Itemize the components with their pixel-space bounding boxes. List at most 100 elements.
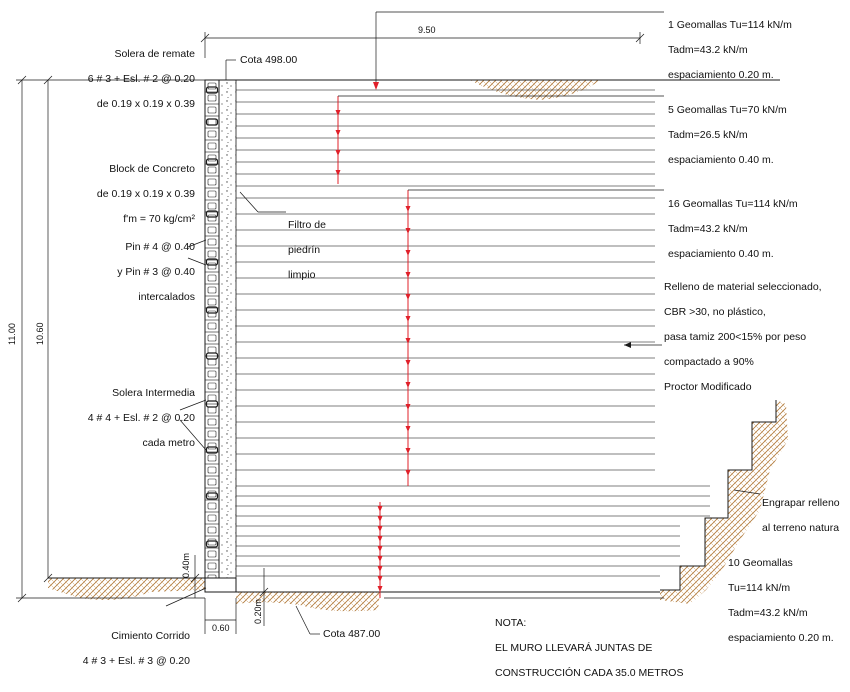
geo1-label: 1 Geomallas Tu=114 kN/m Tadm=43.2 kN/m e…: [668, 6, 792, 94]
solera-intermedia-line2: 4 # 4 + Esl. # 2 @ 0.20: [87, 411, 195, 424]
cimiento-line1: Cimiento Corrido: [111, 629, 190, 642]
block-core: [207, 442, 217, 450]
spacing-arrow-head: [405, 250, 411, 256]
solera-remate-line1: Solera de remate: [114, 47, 195, 60]
bond-beam: [205, 492, 219, 500]
relleno-line1: Relleno de material seleccionado,: [664, 280, 822, 293]
spacing-arrow-head: [377, 586, 383, 592]
geo5-label: 5 Geomallas Tu=70 kN/m Tadm=26.5 kN/m es…: [668, 91, 787, 179]
bond-beam: [205, 86, 219, 94]
block-core: [207, 190, 217, 198]
block-core: [207, 154, 217, 162]
pins-line1: Pin # 4 @ 0.40: [125, 240, 195, 253]
spacing-arrow-head: [405, 470, 411, 476]
block-core: [207, 310, 217, 318]
dim-embed-text: 0.40m: [181, 552, 191, 578]
solera-intermedia-line1: Solera Intermedia: [112, 386, 195, 399]
pins-line3: intercalados: [138, 290, 195, 303]
relleno-label: Relleno de material seleccionado, CBR >3…: [664, 268, 822, 406]
bond-beam: [205, 118, 219, 126]
spacing-arrow-head: [377, 566, 383, 572]
dim-footing-width-text: 0.60: [212, 623, 230, 633]
block-core: [207, 538, 217, 546]
engrapar-line1: Engrapar relleno: [762, 496, 840, 509]
spacing-arrow-head: [335, 150, 341, 156]
spacing-arrow-head: [405, 382, 411, 388]
spacing-arrows: [335, 96, 411, 598]
spacing-arrow-head: [377, 526, 383, 532]
soil-right-hatch: [660, 400, 788, 604]
spacing-arrow-head: [377, 506, 383, 512]
solera-remate-line2: 6 # 3 + Esl. # 2 @ 0.20: [87, 72, 195, 85]
block-core: [207, 334, 217, 342]
block-core: [207, 274, 217, 282]
block-core: [207, 418, 217, 426]
geo5-line2: Tadm=26.5 kN/m: [668, 128, 748, 141]
solera-remate-line3: de 0.19 x 0.19 x 0.39: [96, 97, 195, 110]
block-core: [207, 94, 217, 102]
block-core: [207, 322, 217, 330]
spacing-arrow-head: [405, 316, 411, 322]
spacing-arrow-head: [377, 546, 383, 552]
block-core: [207, 478, 217, 486]
bond-beam: [205, 400, 219, 408]
soil-left-hatch: [48, 578, 205, 600]
spacing-arrow-head: [335, 170, 341, 176]
nota-line3: CONSTRUCCIÓN CADA 35.0 METROS: [495, 666, 684, 679]
block-core: [207, 130, 217, 138]
bond-beam: [205, 210, 219, 218]
nota-line1: NOTA:: [495, 616, 527, 629]
relleno-line5: Proctor Modificado: [664, 380, 752, 393]
block-core: [207, 430, 217, 438]
gravel-filter: [218, 79, 237, 593]
filtro-line2: piedrín: [288, 243, 321, 256]
engrapar-label: Engrapar relleno al terreno natura: [762, 484, 840, 547]
bond-beam: [205, 306, 219, 314]
spacing-arrow-head: [377, 536, 383, 542]
spacing-arrow-head: [335, 130, 341, 136]
geo16-line2: Tadm=43.2 kN/m: [668, 222, 748, 235]
spacing-arrow-head: [377, 516, 383, 522]
relleno-line2: CBR >30, no plástico,: [664, 305, 766, 318]
block-core: [207, 514, 217, 522]
block-core: [207, 226, 217, 234]
bond-beam: [205, 352, 219, 360]
filtro-line1: Filtro de: [288, 218, 326, 231]
spacing-arrow-head: [377, 556, 383, 562]
block-core: [207, 238, 217, 246]
geo5-line1: 5 Geomallas Tu=70 kN/m: [668, 103, 787, 116]
spacing-arrow-head: [405, 228, 411, 234]
geo16-label: 16 Geomallas Tu=114 kN/m Tadm=43.2 kN/m …: [668, 185, 798, 273]
block-label: Block de Concreto de 0.19 x 0.19 x 0.39 …: [97, 150, 195, 238]
block-core: [207, 106, 217, 114]
filtro-line3: limpio: [288, 268, 316, 281]
spacing-arrow-head: [335, 110, 341, 116]
solera-remate-label: Solera de remate 6 # 3 + Esl. # 2 @ 0.20…: [88, 35, 195, 123]
block-core: [207, 526, 217, 534]
bond-beam: [205, 158, 219, 166]
geo1-line1: 1 Geomallas Tu=114 kN/m: [668, 18, 792, 31]
geo1-line3: espaciamiento 0.20 m.: [668, 68, 774, 81]
spacing-arrow-head: [405, 360, 411, 366]
bond-beam: [205, 540, 219, 548]
dim-wall-height-text: 10.60: [35, 322, 45, 345]
spacing-arrow-head: [405, 272, 411, 278]
spacing-arrow-head: [405, 206, 411, 212]
spacing-arrow-head: [405, 404, 411, 410]
filtro-label: Filtro de piedrín limpio: [288, 206, 326, 294]
block-core: [207, 298, 217, 306]
geogrid-layers: [236, 89, 710, 577]
geo10-line1: 10 Geomallas: [728, 556, 793, 569]
block-line3: f'm = 70 kg/cm²: [123, 212, 195, 225]
spacing-arrow-head: [405, 448, 411, 454]
block-core: [207, 178, 217, 186]
block-line1: Block de Concreto: [109, 162, 195, 175]
dim-total-height-text: 11.00: [7, 323, 17, 345]
retaining-wall-drawing: [16, 11, 788, 635]
geo10-label: 10 Geomallas Tu=114 kN/m Tadm=43.2 kN/m …: [728, 544, 834, 657]
spacing-arrow-head: [405, 294, 411, 300]
relleno-line3: pasa tamiz 200<15% por peso: [664, 330, 807, 343]
block-core: [207, 214, 217, 222]
geo5-line3: espaciamiento 0.40 m.: [668, 153, 774, 166]
dim-width-text: 9.50: [418, 25, 436, 35]
